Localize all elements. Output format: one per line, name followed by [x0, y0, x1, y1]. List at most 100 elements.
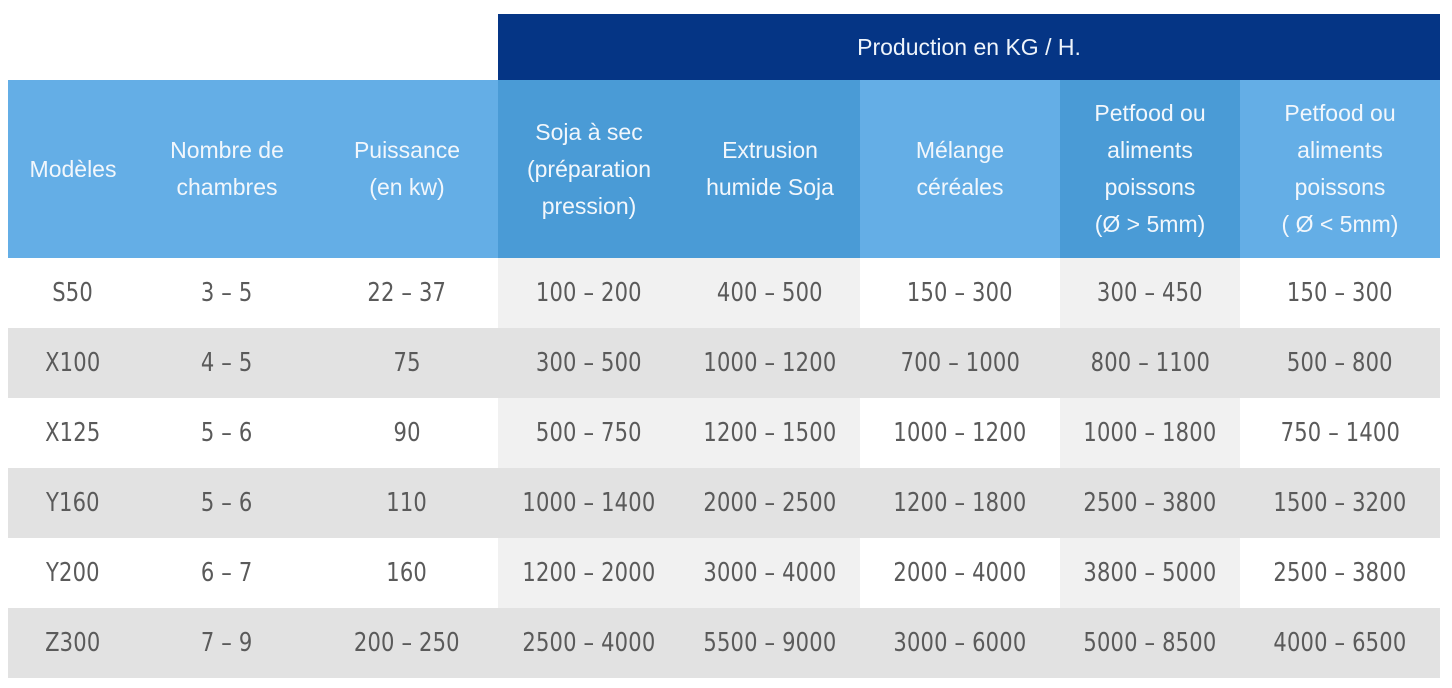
cell-power: 160	[316, 538, 498, 608]
header-line: Modèles	[29, 155, 117, 182]
header-dry-soy: Soja à sec (préparation pression)	[498, 80, 680, 258]
cell-model: Z300	[8, 608, 138, 678]
cell-value: 3 – 5	[201, 278, 253, 308]
cell-value: 1000 – 1800	[1083, 418, 1217, 448]
cell-value: 1000 – 1200	[703, 348, 837, 378]
header-line: pression)	[541, 192, 637, 219]
cell-petfood-small: 4000 – 6500	[1240, 608, 1440, 678]
header-line: poissons	[1104, 174, 1196, 200]
cell-power: 110	[316, 468, 498, 538]
cell-value: 3800 – 5000	[1083, 558, 1217, 588]
cell-value: 2500 – 4000	[522, 628, 656, 658]
cell-value: 1000 – 1200	[893, 418, 1027, 448]
cell-value: Y200	[46, 558, 100, 588]
cell-petfood-small: 750 – 1400	[1240, 398, 1440, 468]
cell-cereal-mix: 1200 – 1800	[860, 468, 1060, 538]
cell-value: 7 – 9	[201, 628, 253, 658]
cell-value: 750 – 1400	[1280, 418, 1400, 448]
cell-cereal-mix: 2000 – 4000	[860, 538, 1060, 608]
production-banner: Production en KG / H.	[498, 14, 1440, 80]
header-line: Petfood ou	[1284, 100, 1396, 126]
cell-model: Y160	[8, 468, 138, 538]
cell-dry-soy: 1000 – 1400	[498, 468, 680, 538]
cell-dry-soy: 100 – 200	[498, 258, 680, 328]
table-row: Y200 6 – 7 160 1200 – 2000 3000 – 4000 2000 –…	[8, 538, 1440, 608]
header-row: Modèles Nombre de chambres Puissance (en…	[8, 80, 1440, 258]
header-chambers: Nombre de chambres	[138, 80, 316, 258]
table-row: Z300 7 – 9 200 – 250 2500 – 4000 5500 – 9000…	[8, 608, 1440, 678]
header-line: Mélange	[915, 137, 1005, 163]
cell-dry-soy: 500 – 750	[498, 398, 680, 468]
cell-power: 90	[316, 398, 498, 468]
cell-chambers: 5 – 6	[138, 398, 316, 468]
table-row: X100 4 – 5 75 300 – 500 1000 – 1200 700 – 100…	[8, 328, 1440, 398]
cell-value: 160	[386, 558, 428, 588]
cell-value: 5500 – 9000	[703, 628, 837, 658]
cell-power: 75	[316, 328, 498, 398]
header-petfood-large: Petfood ou aliments poissons (Ø > 5mm)	[1060, 80, 1240, 258]
cell-value: 300 – 450	[1097, 278, 1203, 308]
cell-chambers: 5 – 6	[138, 468, 316, 538]
header-line: céréales	[916, 174, 1004, 200]
cell-value: 5000 – 8500	[1083, 628, 1217, 658]
cell-power: 200 – 250	[316, 608, 498, 678]
cell-value: 800 – 1100	[1090, 348, 1210, 378]
cell-value: 6 – 7	[201, 558, 253, 588]
cell-value: 2000 – 4000	[893, 558, 1027, 588]
cell-cereal-mix: 700 – 1000	[860, 328, 1060, 398]
cell-value: X125	[45, 418, 101, 448]
cell-value: S50	[52, 278, 94, 308]
header-line: poissons	[1294, 174, 1386, 200]
header-models: Modèles	[8, 80, 138, 258]
cell-value: Z300	[45, 628, 101, 658]
cell-value: 400 – 500	[717, 278, 823, 308]
cell-value: 2500 – 3800	[1273, 558, 1407, 588]
cell-petfood-small: 150 – 300	[1240, 258, 1440, 328]
cell-chambers: 4 – 5	[138, 328, 316, 398]
cell-value: 1200 – 2000	[522, 558, 656, 588]
cell-wet-extrusion-soy: 3000 – 4000	[680, 538, 860, 608]
cell-value: 150 – 300	[1287, 278, 1393, 308]
cell-petfood-large: 300 – 450	[1060, 258, 1240, 328]
cell-value: 75	[393, 348, 421, 378]
header-line: aliments	[1297, 137, 1383, 163]
cell-value: 22 – 37	[367, 278, 447, 308]
cell-petfood-large: 2500 – 3800	[1060, 468, 1240, 538]
cell-value: 3000 – 6000	[893, 628, 1027, 658]
cell-value: 3000 – 4000	[703, 558, 837, 588]
cell-wet-extrusion-soy: 400 – 500	[680, 258, 860, 328]
header-line: chambres	[176, 174, 278, 200]
header-line: ( Ø < 5mm)	[1281, 211, 1399, 237]
cell-value: 1200 – 1500	[703, 418, 837, 448]
header-wet-extrusion-soy: Extrusion humide Soja	[680, 80, 860, 258]
cell-value: 90	[393, 418, 421, 448]
cell-petfood-small: 1500 – 3200	[1240, 468, 1440, 538]
cell-model: S50	[8, 258, 138, 328]
cell-chambers: 6 – 7	[138, 538, 316, 608]
header-line: humide Soja	[706, 174, 834, 200]
header-line: (préparation	[526, 155, 652, 182]
cell-wet-extrusion-soy: 1200 – 1500	[680, 398, 860, 468]
cell-petfood-small: 2500 – 3800	[1240, 538, 1440, 608]
cell-value: 110	[386, 488, 428, 518]
cell-value: Y160	[46, 488, 100, 518]
cell-chambers: 7 – 9	[138, 608, 316, 678]
cell-value: 150 – 300	[907, 278, 1013, 308]
cell-model: X125	[8, 398, 138, 468]
cell-power: 22 – 37	[316, 258, 498, 328]
table-row: S50 3 – 5 22 – 37 100 – 200 400 – 500 150 – 3…	[8, 258, 1440, 328]
cell-value: 1500 – 3200	[1273, 488, 1407, 518]
cell-dry-soy: 2500 – 4000	[498, 608, 680, 678]
cell-value: 700 – 1000	[900, 348, 1020, 378]
header-line: aliments	[1107, 137, 1193, 163]
header-line: Extrusion	[722, 137, 818, 163]
header-petfood-small: Petfood ou aliments poissons ( Ø < 5mm)	[1240, 80, 1440, 258]
cell-value: 300 – 500	[536, 348, 642, 378]
cell-petfood-large: 800 – 1100	[1060, 328, 1240, 398]
production-title: Production en KG / H.	[857, 33, 1081, 60]
cell-value: 200 – 250	[354, 628, 460, 658]
cell-value: X100	[45, 348, 101, 378]
cell-value: 500 – 800	[1287, 348, 1393, 378]
cell-value: 4000 – 6500	[1273, 628, 1407, 658]
cell-cereal-mix: 1000 – 1200	[860, 398, 1060, 468]
